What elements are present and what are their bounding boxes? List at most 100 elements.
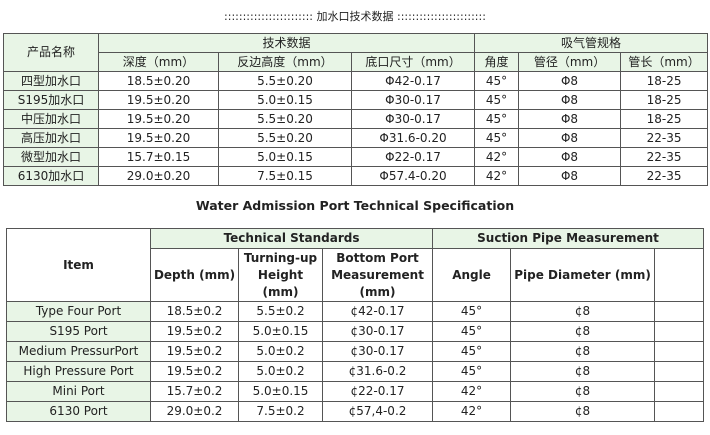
column-header: Bottom Port Measurement (mm) [321,248,434,302]
table-cell: ¢57,4-0.2 [321,401,434,422]
english-table-body: Type Four Port 18.5±0.2 5.5±0.2 ¢42-0.17 45°… [6,301,705,422]
table-cell: Φ8 [518,90,622,110]
column-header: 反边高度（mm） [218,52,352,72]
table-cell: 18.5±0.20 [98,71,219,91]
table-row: Medium PressurPort 19.5±0.2 5.0±0.2 ¢30-0.1… [6,341,705,362]
table-cell: 5.0±0.15 [218,147,352,167]
table-cell: Φ30-0.17 [350,109,476,129]
table-cell: 19.5±0.20 [98,109,219,129]
table-cell: 45° [432,321,512,342]
table-cell: 19.5±0.2 [150,341,239,362]
table-cell: Φ8 [518,128,622,148]
table-row: 6130 Port 29.0±0.2 7.5±0.2 ¢57,4-0.2 42° ¢8 [6,401,705,422]
column-header: 底口尺寸（mm） [350,52,476,72]
table-cell: Φ57.4-0.20 [350,166,476,186]
table-cell: 42° [432,381,512,402]
row-label-cell: Type Four Port [6,301,151,322]
table-cell: 42° [432,401,512,422]
table-cell: Φ8 [518,71,622,91]
table-cell [654,301,705,322]
column-header: Pipe Diameter (mm) [510,248,656,302]
row-label-cell: S195 Port [6,321,151,342]
table-row: 6130加水口 29.0±0.20 7.5±0.15 Φ57.4-0.20 42° Φ8 2… [3,166,709,186]
table-cell: 22-35 [620,166,709,186]
table-row: 微型加水口 15.7±0.15 5.0±0.15 Φ22-0.17 42° Φ8 22-35 [3,147,709,167]
table-cell: 45° [474,90,520,110]
item-header: Item [6,228,151,302]
table-cell: Φ31.6-0.20 [350,128,476,148]
table-cell: ¢30-0.17 [321,341,434,362]
table-cell: 22-35 [620,128,709,148]
table-cell: 5.0±0.15 [238,321,323,342]
table-cell [654,381,705,402]
table-cell: ¢42-0.17 [321,301,434,322]
chinese-spec-table: 产品名称 技术数据 吸气管规格 深度（mm） 反边高度（mm） 底口尺寸（mm）… [3,33,709,186]
table-row: Mini Port 15.7±0.2 5.0±0.15 ¢22-0.17 42° ¢8 [6,381,705,402]
suction-pipe-measurement-group-header: Suction Pipe Measurement [432,228,705,249]
table-row: S195 Port 19.5±0.2 5.0±0.15 ¢30-0.17 45° ¢8 [6,321,705,342]
table-cell: 29.0±0.2 [150,401,239,422]
table-cell [654,401,705,422]
table-row: 四型加水口 18.5±0.20 5.5±0.20 Φ42-0.17 45° Φ8 18-25 [3,71,709,91]
table-cell: 5.5±0.20 [218,71,352,91]
row-label-cell: 6130加水口 [3,166,99,186]
table-cell: Φ8 [518,109,622,129]
table-cell: 5.5±0.20 [218,109,352,129]
table-cell [654,321,705,342]
column-header: Depth (mm) [150,248,239,302]
row-label-cell: 6130 Port [6,401,151,422]
table-cell: ¢8 [510,341,656,362]
column-header: Turning-up Height (mm) [238,248,323,302]
table-cell: 19.5±0.20 [98,128,219,148]
table-cell: 45° [474,71,520,91]
table-cell: 19.5±0.2 [150,321,239,342]
table-cell: 29.0±0.20 [98,166,219,186]
row-label-cell: Mini Port [6,381,151,402]
table-cell: ¢8 [510,361,656,382]
table-cell: ¢8 [510,321,656,342]
table-cell: 7.5±0.2 [238,401,323,422]
table-cell: Φ30-0.17 [350,90,476,110]
table-cell: 22-35 [620,147,709,167]
table-cell: 19.5±0.20 [98,90,219,110]
table-row: S195加水口 19.5±0.20 5.0±0.15 Φ30-0.17 45° Φ8 18-… [3,90,709,110]
table-cell: Φ8 [518,166,622,186]
table-row: 中压加水口 19.5±0.20 5.5±0.20 Φ30-0.17 45° Φ8 18-25 [3,109,709,129]
table-cell: 18.5±0.2 [150,301,239,322]
table-cell: 5.0±0.15 [218,90,352,110]
column-header: 角度 [474,52,520,72]
product-name-header: 产品名称 [3,33,99,72]
table-cell: 5.0±0.15 [238,381,323,402]
table-row: High Pressure Port 19.5±0.2 5.0±0.2 ¢31.6-0… [6,361,705,382]
table-cell: 45° [474,128,520,148]
table-cell: 45° [432,341,512,362]
suction-pipe-group-header: 吸气管规格 [474,33,709,53]
table-cell: ¢8 [510,301,656,322]
table-cell: 5.0±0.2 [238,341,323,362]
table-row: Type Four Port 18.5±0.2 5.5±0.2 ¢42-0.17 45°… [6,301,705,322]
table-cell: 18-25 [620,90,709,110]
english-spec-table: Item Technical Standards Suction Pipe Me… [6,228,705,422]
table-cell [654,341,705,362]
table-cell: 42° [474,166,520,186]
table-cell: 5.5±0.20 [218,128,352,148]
table-cell: 42° [474,147,520,167]
row-label-cell: S195加水口 [3,90,99,110]
column-header: 管径（mm） [518,52,622,72]
table-row: 高压加水口 19.5±0.20 5.5±0.20 Φ31.6-0.20 45° Φ8 22-… [3,128,709,148]
table-cell: Φ42-0.17 [350,71,476,91]
row-label-cell: 中压加水口 [3,109,99,129]
table-cell: 18-25 [620,71,709,91]
column-header: 深度（mm） [98,52,219,72]
column-header [654,248,705,302]
table-cell: Φ22-0.17 [350,147,476,167]
english-table-title: Water Admission Port Technical Specifica… [195,198,515,213]
row-label-cell: 高压加水口 [3,128,99,148]
row-label-cell: 微型加水口 [3,147,99,167]
column-header: 管长（mm） [620,52,709,72]
table-cell: 45° [474,109,520,129]
table-cell: 18-25 [620,109,709,129]
table-cell: ¢8 [510,401,656,422]
table-cell: 5.5±0.2 [238,301,323,322]
column-header: Angle [432,248,512,302]
